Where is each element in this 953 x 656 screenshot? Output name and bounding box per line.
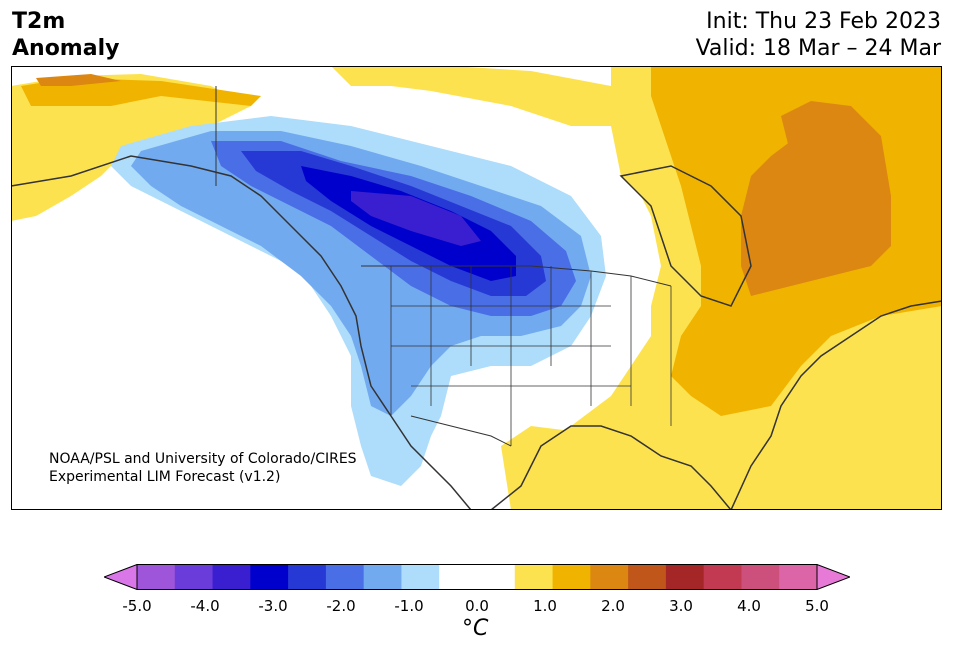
map-title: T2m Anomaly <box>12 8 119 62</box>
valid-date: Valid: 18 Mar – 24 Mar <box>695 36 941 61</box>
colorbar-cell <box>741 564 780 590</box>
colorbar-arrow-right <box>816 564 850 590</box>
colorbar-tick-label: -2.0 <box>326 597 356 615</box>
colorbar-frame <box>136 564 818 590</box>
colorbar-tick-label: 2.0 <box>601 597 625 615</box>
map-frame <box>11 66 942 510</box>
forecast-dates: Init: Thu 23 Feb 2023 Valid: 18 Mar – 24… <box>696 8 941 62</box>
colorbar-cell <box>325 564 365 590</box>
anomaly-gulf-warm <box>501 426 591 510</box>
colorbar <box>104 564 850 590</box>
colorbar-cell <box>514 564 554 590</box>
coastline-gulf <box>490 425 732 510</box>
credit-line-1: NOAA/PSL and University of Colorado/CIRE… <box>49 451 357 467</box>
colorbar-tick-label: 3.0 <box>669 597 693 615</box>
colorbar-cell <box>212 564 251 590</box>
colorbar-unit: °C <box>462 616 489 641</box>
credit-line-2: Experimental LIM Forecast (v1.2) <box>49 469 281 485</box>
anomaly-quebec-strong-warm <box>741 106 891 296</box>
init-date: Init: Thu 23 Feb 2023 <box>706 9 941 34</box>
colorbar-cell <box>779 564 818 590</box>
coastline-west <box>11 155 472 510</box>
colorbar-cell <box>174 564 214 590</box>
colorbar-tick-label: -4.0 <box>190 597 220 615</box>
colorbar-cell <box>552 564 591 590</box>
colorbar-cell <box>439 564 478 590</box>
colorbar-tick-label: 4.0 <box>737 597 761 615</box>
title-line-2: Anomaly <box>12 36 120 61</box>
colorbar-cells <box>104 564 850 590</box>
anomaly-baffin-strong-warm <box>781 101 861 166</box>
colorbar-cell <box>363 564 402 590</box>
state-borders <box>390 266 672 446</box>
colorbar-arrow-left <box>104 564 138 590</box>
colorbar-cell <box>477 564 516 590</box>
anomaly-peak-cold <box>351 191 481 246</box>
anomaly-arctic-warm <box>331 66 611 126</box>
colorbar-cell <box>628 564 667 590</box>
colorbar-tick-label: 0.0 <box>465 597 489 615</box>
coastline-hudson-bay <box>619 165 752 307</box>
border-us-mexico <box>410 415 512 447</box>
anomaly-alaska-north-warm <box>36 74 121 86</box>
colorbar-tick-label: -5.0 <box>122 597 152 615</box>
colorbar-cell <box>665 564 705 590</box>
title-line-1: T2m <box>12 9 66 34</box>
temperature-anomaly-map <box>11 66 942 510</box>
colorbar-tick-label: 1.0 <box>533 597 557 615</box>
colorbar-cell <box>250 564 289 590</box>
colorbar-tick-label: -3.0 <box>258 597 288 615</box>
data-credit: NOAA/PSL and University of Colorado/CIRE… <box>49 450 357 486</box>
colorbar-cell <box>288 564 327 590</box>
colorbar-cell <box>703 564 742 590</box>
colorbar-cell <box>137 564 176 590</box>
colorbar-tick-label: -1.0 <box>394 597 424 615</box>
colorbar-cell <box>590 564 629 590</box>
colorbar-tick-label: 5.0 <box>805 597 829 615</box>
coastline-east <box>730 300 942 510</box>
colorbar-cell <box>401 564 440 590</box>
